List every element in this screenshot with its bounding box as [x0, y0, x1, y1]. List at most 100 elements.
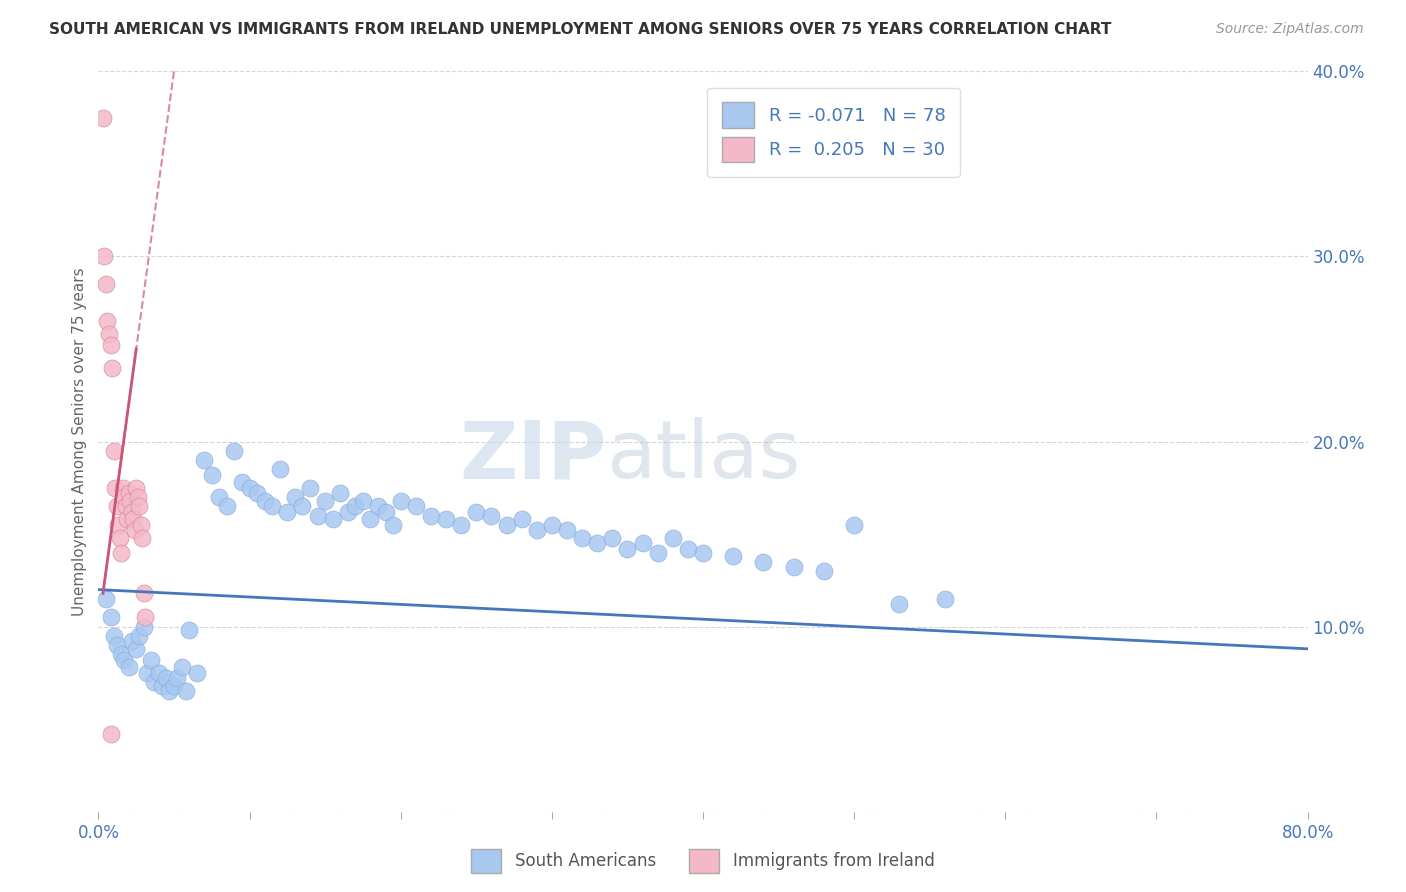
Point [783, 560, 806, 574]
Point [360, 512, 382, 526]
Point [723, 549, 745, 564]
Point [121, 634, 143, 648]
Point [676, 541, 699, 556]
Point [208, 490, 231, 504]
Point [108, 531, 131, 545]
Point [661, 531, 683, 545]
Point [166, 672, 188, 686]
Point [115, 512, 138, 526]
Point [193, 453, 215, 467]
Point [631, 536, 654, 550]
Point [540, 517, 562, 532]
Point [571, 531, 593, 545]
Point [114, 500, 136, 514]
Point [121, 505, 143, 519]
Point [104, 481, 127, 495]
Point [336, 505, 359, 519]
Point [215, 500, 238, 514]
Point [101, 360, 124, 375]
Point [450, 517, 472, 532]
Point [105, 638, 128, 652]
Point [127, 490, 149, 504]
Text: ZIP: ZIP [458, 417, 606, 495]
Point [692, 545, 714, 560]
Point [100, 338, 122, 352]
Point [481, 508, 503, 523]
Point [647, 545, 669, 560]
Point [352, 493, 374, 508]
Point [262, 500, 284, 514]
Point [382, 517, 405, 532]
Point [253, 493, 276, 508]
Point [110, 545, 132, 560]
Point [752, 555, 775, 569]
Point [100, 610, 122, 624]
Point [100, 727, 122, 741]
Point [125, 641, 148, 656]
Point [155, 672, 177, 686]
Text: SOUTH AMERICAN VS IMMIGRANTS FROM IRELAND UNEMPLOYMENT AMONG SENIORS OVER 75 YEA: SOUTH AMERICAN VS IMMIGRANTS FROM IRELAN… [49, 22, 1112, 37]
Point [128, 629, 150, 643]
Point [269, 462, 291, 476]
Point [125, 481, 148, 495]
Point [98, 327, 121, 342]
Point [405, 500, 427, 514]
Point [103, 443, 125, 458]
Point [616, 541, 638, 556]
Point [93, 250, 115, 264]
Point [124, 524, 146, 538]
Point [148, 665, 170, 680]
Point [122, 512, 145, 526]
Point [150, 679, 173, 693]
Point [344, 500, 367, 514]
Point [586, 536, 609, 550]
Point [110, 648, 132, 662]
Legend: South Americans, Immigrants from Ireland: South Americans, Immigrants from Ireland [465, 842, 941, 880]
Point [129, 517, 152, 532]
Point [131, 531, 153, 545]
Point [170, 660, 193, 674]
Point [434, 512, 457, 526]
Point [276, 505, 298, 519]
Point [141, 653, 163, 667]
Y-axis label: Unemployment Among Seniors over 75 years: Unemployment Among Seniors over 75 years [72, 268, 87, 615]
Point [246, 486, 269, 500]
Point [91, 111, 114, 125]
Point [143, 675, 166, 690]
Point [284, 490, 307, 504]
Point [239, 481, 262, 495]
Point [367, 500, 389, 514]
Point [107, 517, 129, 532]
Point [112, 653, 135, 667]
Point [555, 524, 578, 538]
Point [94, 277, 117, 292]
Text: atlas: atlas [606, 417, 800, 495]
Point [314, 493, 336, 508]
Point [510, 512, 533, 526]
Point [96, 314, 118, 328]
Point [374, 505, 396, 519]
Point [526, 524, 548, 538]
Point [111, 481, 134, 495]
Point [329, 486, 352, 500]
Point [174, 684, 197, 698]
Point [103, 629, 125, 643]
Point [186, 665, 208, 680]
Point [163, 679, 186, 693]
Point [112, 490, 135, 504]
Point [224, 443, 246, 458]
Point [128, 500, 150, 514]
Point [135, 665, 157, 680]
Point [307, 508, 329, 523]
Point [120, 493, 142, 508]
Point [179, 624, 201, 638]
Point [118, 660, 141, 674]
Point [495, 517, 517, 532]
Point [291, 500, 314, 514]
Point [322, 512, 344, 526]
Point [118, 486, 141, 500]
Text: Source: ZipAtlas.com: Source: ZipAtlas.com [1216, 22, 1364, 37]
Point [844, 517, 866, 532]
Point [389, 493, 412, 508]
Point [420, 508, 443, 523]
